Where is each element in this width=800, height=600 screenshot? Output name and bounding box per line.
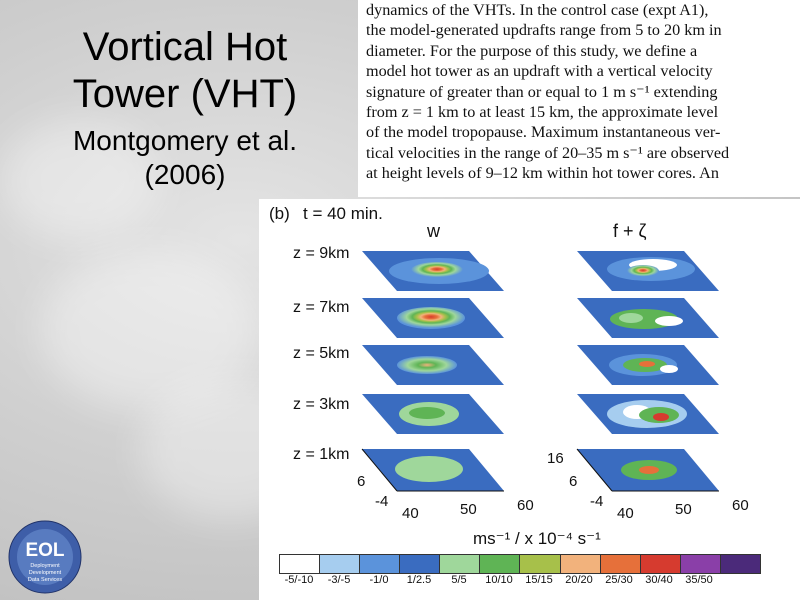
excerpt-line: model hot tower as an updraft with a ver… (366, 62, 713, 81)
colorbar-label: 30/40 (645, 574, 673, 586)
level-label: z = 1km (293, 446, 350, 463)
level-label: z = 3km (293, 396, 350, 413)
colorbar-swatch (479, 555, 520, 573)
colorbar-label: 35/50 (685, 574, 713, 586)
logo-line: Development (29, 570, 62, 576)
colorbar-label: 15/15 (525, 574, 553, 586)
colorbar-label: 10/10 (485, 574, 513, 586)
colorbar-swatch (559, 555, 600, 573)
excerpt-line: of the model tropopause. Maximum instant… (366, 123, 721, 142)
w-layer-z5 (362, 345, 504, 385)
colorbar-swatch (599, 555, 640, 573)
axis-x-tick: 60 (732, 497, 749, 514)
paper-excerpt: dynamics of the VHTs. In the control cas… (358, 0, 800, 197)
colorbar-label: 5/5 (451, 574, 467, 586)
w-layer-z9 (362, 251, 504, 291)
excerpt-line: at height levels of 9–12 km within hot t… (366, 164, 719, 183)
axis-x-tick: 40 (617, 505, 634, 522)
subtitle-line-2: (2006) (144, 159, 226, 190)
vht-figure: (b) t = 40 min. w f + ζ z = 9km z = 7km … (259, 199, 800, 600)
colorbar-label: -1/0 (369, 574, 389, 586)
colorbar-label: 1/2.5 (406, 574, 432, 586)
axis-x-tick: 50 (460, 501, 477, 518)
axis-x-tick: 60 (517, 497, 534, 514)
column-label-vorticity: f + ζ (613, 221, 647, 241)
axis-y-left-tick: 6 (357, 473, 366, 490)
axis-y-left-tick: -4 (375, 493, 389, 510)
level-label: z = 7km (293, 299, 350, 316)
panel-label: (b) (269, 204, 290, 223)
units-label: ms⁻¹ / x 10⁻⁴ s⁻¹ (473, 529, 601, 548)
colorbar-labels: -5/-10 -3/-5 -1/0 1/2.5 5/5 10/10 15/15 20/20 25… (279, 574, 759, 590)
vort-layer-z3 (577, 394, 719, 434)
time-label: t = 40 min. (303, 204, 383, 223)
colorbar (279, 554, 761, 574)
axis-y-right-tick: 6 (569, 473, 578, 490)
plot-axes (361, 448, 719, 492)
colorbar-swatch (519, 555, 560, 573)
axis-x-tick: 40 (402, 505, 419, 522)
stacked-contour-plot (361, 251, 719, 492)
title-line-2: Tower (VHT) (72, 72, 298, 116)
column-label-w: w (427, 221, 440, 241)
level-label: z = 5km (293, 345, 350, 362)
title-line-1: Vortical Hot (82, 25, 288, 69)
level-label: z = 9km (293, 245, 350, 262)
vort-layer-z9 (577, 251, 719, 291)
colorbar-swatch (280, 555, 320, 573)
excerpt-line: dynamics of the VHTs. In the control cas… (366, 1, 709, 19)
colorbar-label: -3/-5 (327, 574, 351, 586)
colorbar-swatch (359, 555, 400, 573)
excerpt-line: signature of greater than or equal to 1 … (366, 82, 718, 101)
axis-x-tick: 50 (675, 501, 692, 518)
vort-layer-z1 (577, 449, 719, 491)
colorbar-label: -5/-10 (284, 574, 314, 586)
colorbar-swatch (439, 555, 480, 573)
logo-name: EOL (25, 540, 64, 561)
colorbar-label: 20/20 (565, 574, 593, 586)
colorbar-swatch (319, 555, 360, 573)
axis-y-right-tick: 16 (547, 450, 564, 467)
w-layer-z3 (362, 394, 504, 434)
subtitle-line-1: Montgomery et al. (72, 125, 298, 156)
colorbar-swatch (719, 555, 760, 573)
excerpt-line: the model-generated updrafts range from … (366, 21, 722, 40)
logo-line: Data Services (28, 577, 62, 583)
vort-layer-z5 (577, 345, 719, 385)
colorbar-label: 25/30 (605, 574, 633, 586)
w-layer-z1 (362, 449, 504, 491)
excerpt-line: from z = 1 km to at least 15 km, the app… (366, 103, 719, 122)
logo-line: Deployment (30, 563, 60, 569)
slide-title-block: Vortical Hot Tower (VHT) Montgomery et a… (20, 24, 350, 192)
excerpt-line: tical velocities in the range of 20–35 m… (366, 143, 730, 162)
excerpt-line: diameter. For the purpose of this study,… (366, 41, 698, 60)
w-layer-z7 (362, 298, 504, 338)
axis-y-right-tick: -4 (590, 493, 604, 510)
colorbar-swatch (399, 555, 440, 573)
colorbar-swatch (679, 555, 720, 573)
vort-layer-z7 (577, 298, 719, 338)
eol-logo: EOL Deployment Development Data Services (8, 520, 82, 594)
colorbar-swatch (639, 555, 680, 573)
